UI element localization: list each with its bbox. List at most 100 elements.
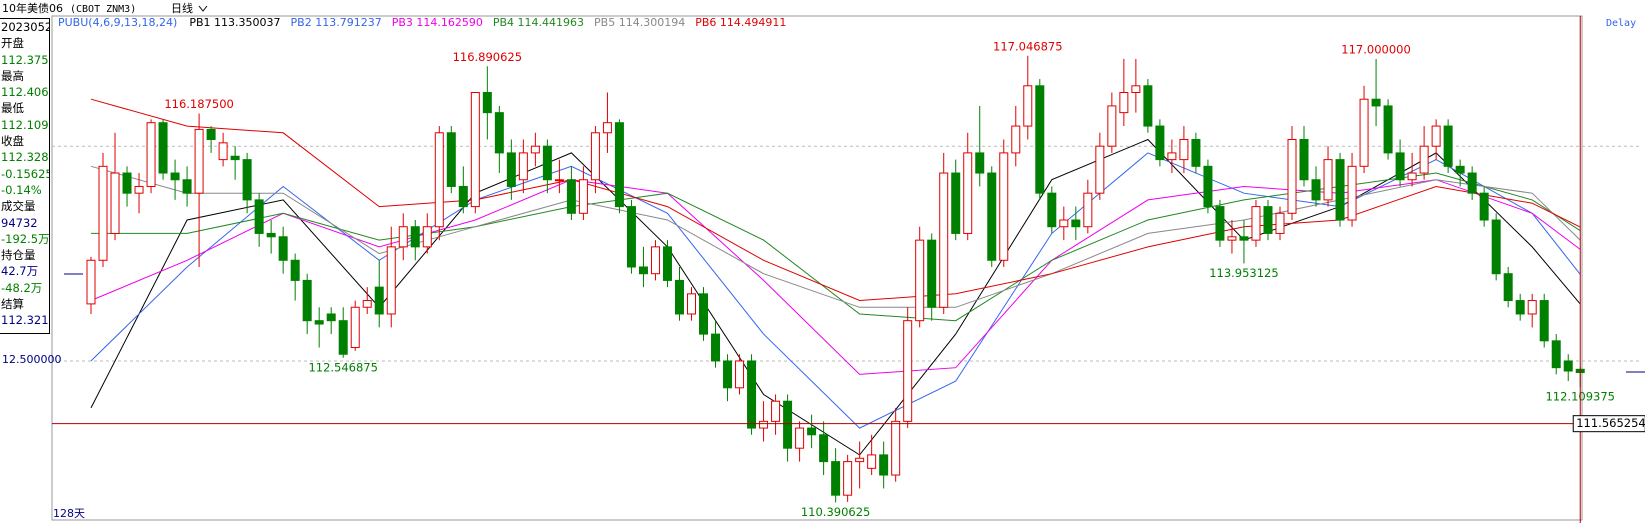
legend-value: 114.162590 bbox=[416, 16, 482, 29]
candle-body bbox=[1563, 360, 1573, 372]
legend-value: 113.350037 bbox=[214, 16, 280, 29]
candle-body bbox=[458, 185, 468, 208]
candle-body bbox=[891, 420, 901, 476]
info-item: 最低 bbox=[1, 101, 24, 116]
legend-value: 114.300194 bbox=[619, 16, 685, 29]
candle-body bbox=[566, 179, 576, 214]
candle-body bbox=[1155, 125, 1165, 161]
candle-body bbox=[999, 152, 1009, 261]
candle-body bbox=[278, 236, 288, 261]
candle-body bbox=[1395, 152, 1405, 181]
candle-body bbox=[1467, 172, 1477, 194]
candle-body bbox=[1107, 105, 1117, 147]
candle-body bbox=[735, 360, 745, 389]
candle-body bbox=[819, 434, 829, 463]
candle-body bbox=[1215, 206, 1225, 241]
candle-body bbox=[542, 145, 552, 181]
candle-body bbox=[1479, 192, 1489, 221]
info-item: 结算 bbox=[1, 297, 24, 312]
candle-body bbox=[362, 300, 372, 308]
candle-body bbox=[795, 427, 805, 449]
ma-line bbox=[91, 172, 1581, 322]
legend-item: PB3 114.162590 bbox=[392, 16, 483, 29]
info-item: 94732 bbox=[1, 215, 38, 230]
candle-body bbox=[879, 454, 889, 476]
candle-body bbox=[843, 461, 853, 496]
candle-body bbox=[350, 306, 360, 349]
candle-body bbox=[951, 172, 961, 234]
candle-body bbox=[807, 427, 817, 436]
candle-body bbox=[182, 179, 192, 194]
dropdown-icon[interactable] bbox=[198, 5, 208, 12]
legend-name: PB5 bbox=[594, 16, 615, 29]
candle-body bbox=[1011, 125, 1021, 154]
candle-body bbox=[1251, 206, 1261, 241]
candle-body bbox=[326, 313, 336, 322]
candle-body bbox=[206, 128, 216, 140]
extreme-label: 117.046875 bbox=[993, 39, 1063, 53]
info-item: 42.7万 bbox=[1, 264, 39, 279]
candle-body bbox=[86, 259, 96, 305]
candle-body bbox=[470, 92, 480, 208]
candle-body bbox=[578, 179, 588, 214]
candle-body bbox=[482, 92, 492, 114]
candle-body bbox=[446, 132, 456, 187]
info-item: 收盘 bbox=[1, 134, 24, 149]
candle-body bbox=[494, 112, 504, 154]
info-item: 开盘 bbox=[1, 36, 24, 51]
crosshair-box bbox=[1572, 415, 1645, 433]
info-item: 112.321 bbox=[1, 313, 49, 328]
candle-body bbox=[855, 457, 865, 463]
candle-body bbox=[711, 333, 721, 362]
candle-body bbox=[398, 226, 408, 248]
candle-body bbox=[1263, 206, 1273, 234]
candle-body bbox=[747, 360, 757, 429]
legend-name: PB6 bbox=[695, 16, 716, 29]
ma-line bbox=[90, 98, 1581, 302]
info-item: 112.328 bbox=[1, 150, 49, 165]
candle-body bbox=[783, 400, 793, 449]
candle-body bbox=[1071, 219, 1081, 228]
info-item: -48.2万 bbox=[1, 280, 43, 295]
candle-body bbox=[867, 454, 877, 469]
candle-body bbox=[1515, 300, 1525, 315]
candle-body bbox=[626, 206, 636, 268]
candle-body bbox=[975, 152, 985, 174]
candle-body bbox=[1047, 192, 1057, 228]
candle-body bbox=[1035, 85, 1045, 194]
candle-body bbox=[146, 122, 156, 187]
extreme-label: 116.890625 bbox=[453, 50, 523, 64]
info-item: 112.375 bbox=[1, 52, 49, 67]
candle-body bbox=[266, 232, 276, 238]
legend-value: 113.791237 bbox=[315, 16, 381, 29]
ma-line bbox=[90, 138, 1581, 456]
candle-body bbox=[134, 185, 144, 194]
info-item: 112.406 bbox=[1, 85, 49, 100]
candle-body bbox=[1119, 92, 1129, 114]
candle-body bbox=[1179, 138, 1189, 161]
info-item: -0.15625 bbox=[1, 166, 50, 181]
candle-body bbox=[1239, 236, 1249, 241]
candle-body bbox=[254, 199, 264, 234]
ma-line bbox=[90, 179, 1581, 375]
candle-body bbox=[1299, 138, 1309, 181]
candle-body bbox=[422, 226, 432, 248]
candle-body bbox=[1419, 145, 1429, 174]
candle-body bbox=[759, 420, 769, 429]
candle-body bbox=[302, 279, 312, 322]
legend-name: PB2 bbox=[291, 16, 312, 29]
candle-body bbox=[1095, 145, 1105, 194]
candle-body bbox=[386, 246, 396, 315]
candle-body bbox=[1023, 85, 1033, 127]
candle-body bbox=[1359, 98, 1369, 167]
candle-body bbox=[1311, 179, 1321, 201]
chart-period[interactable]: 日线 bbox=[171, 1, 193, 15]
candle-body bbox=[987, 172, 997, 261]
candle-body bbox=[1131, 85, 1141, 94]
indicator-name: PUBU(4,6,9,13,18,24) bbox=[58, 16, 177, 29]
info-item: 112.109 bbox=[1, 117, 49, 132]
candle-body bbox=[1275, 212, 1285, 234]
candle-body bbox=[927, 239, 937, 308]
